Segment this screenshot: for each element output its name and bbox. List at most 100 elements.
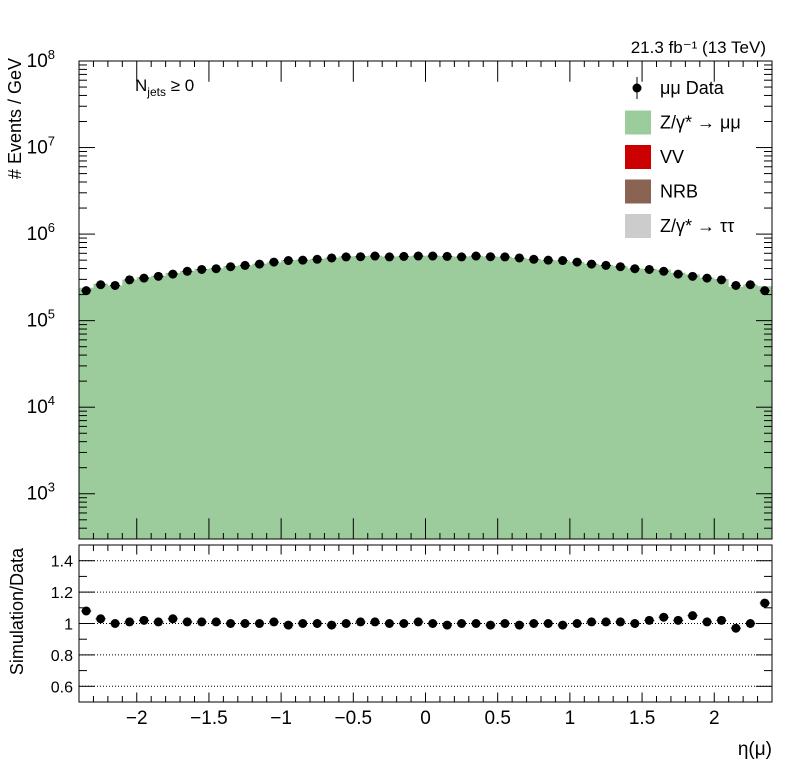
ratio-point [572,619,582,628]
data-point [688,271,698,281]
x-tick-label: 0 [420,708,431,729]
mc-zmumu-fill [79,255,772,539]
ratio-point [615,617,625,627]
ratio-point [139,615,149,625]
legend-label: Z/γ* → ττ [660,216,734,236]
ratio-point [399,619,409,628]
ratio-point [442,620,452,630]
data-point [558,256,568,266]
ratio-point [168,614,178,624]
ratio-point [356,617,366,627]
ratio-point [471,619,481,628]
ratio-point [269,617,279,627]
ratio-point [485,620,495,630]
ratio-y-tick-label: 0.8 [51,648,73,665]
legend-marker-data-point [632,83,642,93]
ratio-y-tick-label: 1.4 [51,554,73,571]
x-tick-label: −0.5 [335,708,373,729]
data-point [543,255,553,265]
data-point [211,264,221,274]
ratio-point [587,617,597,627]
x-tick-label: −2 [126,708,148,729]
category-label-main: N [135,76,147,95]
x-tick-label: −1 [270,708,292,729]
category-label-sub: jets [146,85,166,99]
data-point [153,271,163,281]
data-point [254,259,264,269]
y-tick-label: 105 [27,307,55,332]
data-point [529,254,539,264]
x-tick-label: 0.5 [484,708,510,729]
ratio-plot-panel: 0.6 0.8 1 1.2 1.4 −2 −1.5 −1 −0.5 0 0.5 1 1.5 2 [51,544,773,729]
legend-label: NRB [660,182,698,202]
x-tick-label: 1 [565,708,576,729]
data-point [298,255,308,265]
y-tick-label: 107 [27,134,55,159]
data-point [240,260,250,270]
ratio-point [110,619,120,628]
ratio-point [688,611,698,621]
data-point [673,269,683,279]
y-tick-label: 108 [27,47,55,72]
ratio-y-tick-label: 0.6 [51,679,73,696]
ratio-point [283,620,293,630]
ratio-point [327,620,337,630]
ratio-point [240,619,250,628]
data-point [312,254,322,264]
data-point [601,260,611,270]
data-point [514,253,524,263]
ratio-point [298,619,308,628]
data-point [413,251,423,261]
legend-label: Z/γ* → μμ [660,113,741,133]
ratio-point [428,619,438,628]
ratio-point [731,623,741,633]
data-point [327,253,337,263]
legend-swatch [625,110,651,135]
ratio-point [644,615,654,625]
ratio-point [370,617,380,627]
y-axis-label-ratio: Simulation/Data [7,547,27,675]
legend-swatch [625,145,651,169]
data-point [745,280,755,290]
y-tick-label: 106 [27,220,55,245]
data-point [442,251,452,261]
y-axis-label-main: # Events / GeV [5,58,25,179]
ratio-y-tick-label: 1.2 [51,585,73,602]
ratio-point [716,615,726,625]
ratio-point [125,617,135,627]
data-point [370,251,380,261]
data-point [471,251,481,261]
data-point [500,252,510,262]
y-tick-label: 104 [27,393,55,418]
ratio-point [745,619,755,628]
legend-label: μμ Data [660,78,725,98]
data-point [182,266,192,276]
data-point [197,264,207,274]
data-point [428,251,438,261]
ratio-point [529,619,539,628]
ratio-point [702,617,712,627]
legend-swatch [625,179,651,204]
ratio-point [197,617,207,627]
data-point [125,275,135,285]
data-point [731,280,741,290]
y-tick-label: 103 [27,480,55,505]
ratio-point [760,598,770,608]
data-point [587,259,597,269]
category-label: Njets ≥ 0 [135,76,194,99]
ratio-point [413,617,423,627]
legend: μμ Data Z/γ* → μμ VV NRB Z/γ* → ττ [625,77,741,238]
data-point [659,266,669,276]
ratio-point [543,619,553,628]
ratio-point [226,619,236,628]
data-point [110,280,120,290]
ratio-y-tick-label: 1 [64,617,73,634]
x-tick-label: −1.5 [190,708,228,729]
data-point [760,286,770,296]
data-point [226,262,236,272]
ratio-point [601,617,611,627]
x-tick-label: 1.5 [629,708,655,729]
ratio-point [673,615,683,625]
data-point [96,280,106,290]
data-point [341,252,351,262]
